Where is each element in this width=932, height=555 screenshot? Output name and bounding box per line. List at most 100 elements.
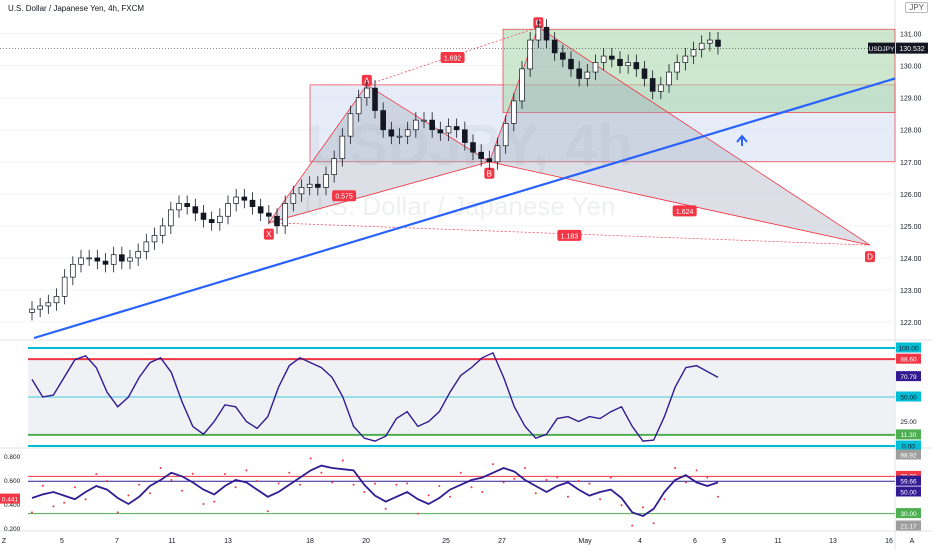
candle [404, 121, 411, 145]
candle [45, 294, 52, 314]
osc2-tag [896, 520, 921, 531]
osc2-left-tick: 0.800 [4, 454, 21, 461]
candle-body [494, 145, 501, 163]
x-tick-label: 7 [115, 538, 119, 545]
osc2-dot [427, 494, 430, 497]
candle [331, 150, 337, 183]
candle [576, 60, 582, 87]
price-tick-label: 126.00 [900, 192, 922, 199]
osc1-tag [896, 416, 921, 426]
candle-body [372, 87, 378, 111]
candle-body [135, 251, 141, 259]
osc2-dot [31, 511, 33, 514]
osc2-dot [352, 483, 355, 486]
candle-body [143, 241, 150, 252]
candles [0, 19, 895, 321]
candle-body [347, 113, 354, 137]
candle [364, 80, 370, 106]
candle [690, 41, 697, 65]
candle [110, 246, 117, 273]
candle-body [453, 126, 460, 131]
symbol-tag [868, 42, 895, 54]
candle-body [576, 68, 582, 79]
candle [298, 179, 305, 202]
candle [339, 128, 346, 167]
candle [682, 48, 689, 71]
candle-body [462, 129, 468, 143]
osc2-dot [588, 482, 591, 485]
candle-body [323, 174, 329, 188]
candle-body [151, 235, 158, 243]
candle-body [364, 87, 370, 99]
x-tick-label: 18 [306, 538, 314, 545]
osc2-tag [896, 475, 921, 486]
candle-body [37, 305, 43, 310]
candle-body [502, 122, 509, 147]
osc2-dot [148, 492, 151, 495]
osc1-line [31, 351, 719, 442]
candle-body [192, 206, 199, 214]
osc2-dot [320, 471, 323, 474]
ratio-badge [440, 52, 465, 64]
candle [70, 256, 76, 286]
ratio-badge [672, 205, 697, 217]
osc2-line [31, 464, 719, 517]
candle [37, 297, 43, 318]
osc2-dot [84, 498, 87, 501]
chart-title: U.S. Dollar / Japanese Yen, 4h, FXCM [8, 4, 145, 13]
price-tick-label: 128.00 [900, 128, 922, 135]
candle-body [649, 78, 656, 92]
candle [592, 54, 599, 81]
candle [151, 227, 158, 250]
candle [388, 121, 395, 145]
candle [159, 217, 166, 244]
osc2-current-badge [0, 493, 20, 504]
candle-body [217, 215, 223, 224]
osc2-dot [491, 463, 494, 466]
candle [86, 249, 92, 266]
up-arrow-icon [736, 134, 748, 146]
candle-body [478, 151, 484, 159]
x-tick-label: 27 [498, 538, 506, 545]
currency-badge[interactable]: JPY [905, 2, 928, 13]
osc2-left-tick: 0.400 [4, 502, 21, 509]
candle-body [658, 84, 664, 92]
osc2-dot [95, 473, 98, 475]
osc2-dot [384, 507, 387, 510]
candle [453, 118, 460, 138]
candle [266, 205, 272, 225]
candle [535, 19, 542, 49]
candle [306, 176, 313, 196]
osc2-dot [277, 482, 280, 485]
candle [486, 150, 493, 170]
osc2-left-tick: 0.200 [4, 526, 21, 533]
price-tick-label: 127.00 [900, 160, 922, 167]
candle [184, 195, 190, 215]
osc1-tag-label: 0.00 [902, 443, 915, 450]
candle-body [600, 55, 607, 63]
candle-body [266, 212, 272, 217]
osc2-dot [556, 476, 559, 479]
candle [527, 32, 533, 77]
candle [715, 32, 721, 55]
candle-body [519, 68, 525, 102]
candle [494, 137, 501, 170]
osc1-tag [896, 429, 921, 440]
candle-body [290, 193, 297, 204]
candle [241, 189, 248, 209]
price-tick-label: 125.00 [900, 224, 922, 231]
x-tick-label: 13 [829, 538, 837, 545]
candle-body [200, 212, 207, 220]
osc2-dot [245, 469, 248, 472]
osc1-tag-label: 50.00 [900, 394, 917, 401]
candle-body [29, 308, 35, 313]
candle-body [127, 257, 133, 262]
candle-body [445, 126, 452, 134]
osc1-tag [896, 391, 921, 402]
osc2-tag-label: 50.00 [900, 489, 917, 496]
candle [560, 44, 566, 68]
osc2-tag [896, 508, 921, 519]
osc1-tag [896, 342, 921, 353]
